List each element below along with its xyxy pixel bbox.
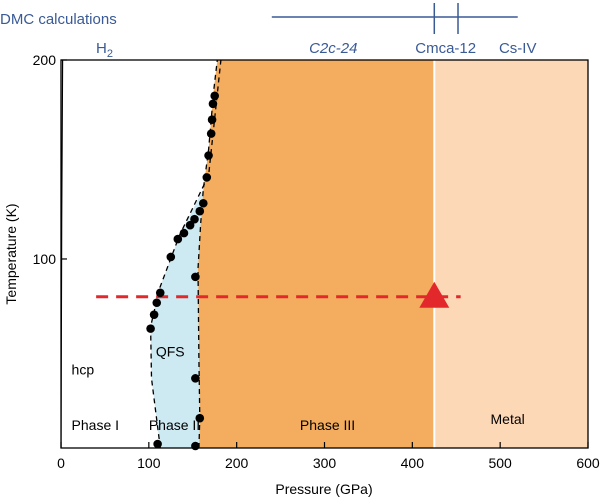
metal-region (434, 60, 588, 448)
x-tick-label-3: 300 (313, 455, 337, 471)
data-point-3 (206, 129, 216, 138)
x-tick-label-2: 200 (225, 455, 249, 471)
red-triangle-marker (419, 281, 450, 308)
metal-label: Metal (491, 411, 525, 427)
data-point-8 (190, 214, 199, 224)
x-axis-ticks: 0 100 200 300 400 500 600 (57, 442, 600, 471)
data-points (146, 91, 220, 451)
data-point-5 (202, 173, 212, 182)
cmca-label: Cmca-12 (415, 40, 476, 57)
y-axis-title: Temperature (K) (3, 203, 19, 304)
data-point-11 (173, 234, 183, 244)
data-point-10 (179, 228, 189, 238)
hcp-label: hcp (72, 361, 95, 377)
data-point-9 (185, 220, 195, 230)
phase-i-label: Phase I (72, 417, 119, 433)
phase-ii-iii-boundary (197, 60, 218, 448)
data-point-1 (208, 99, 218, 109)
h2-label: H2 (96, 40, 113, 60)
phase-iii-region (198, 60, 435, 448)
x-tick-label-6: 600 (576, 455, 600, 471)
cs-label: Cs-IV (499, 40, 537, 57)
data-point-4 (204, 151, 213, 160)
data-point-20 (153, 439, 162, 449)
x-axis-title: Pressure (GPa) (275, 481, 372, 497)
data-point-14 (152, 298, 162, 308)
data-point-0 (210, 91, 220, 101)
y-tick-label-0: 100 (33, 251, 57, 267)
h2-label-main: H (96, 40, 107, 57)
data-point-17 (191, 272, 200, 282)
data-point-6 (198, 198, 208, 208)
data-point-12 (166, 252, 176, 262)
phase-ii-label: Phase II (149, 417, 200, 433)
c2c-label: C2c-24 (309, 40, 357, 57)
data-point-13 (155, 288, 165, 298)
data-point-18 (191, 374, 200, 383)
y-axis-ticks: 100 200 (33, 52, 67, 267)
data-point-7 (195, 206, 205, 216)
data-point-16 (146, 324, 155, 333)
dmc-title: DMC calculations (0, 11, 117, 28)
qfs-region (150, 189, 204, 448)
phase-iii-label: Phase III (300, 417, 355, 433)
x-tick-label-5: 500 (488, 455, 512, 471)
data-point-15 (149, 310, 159, 319)
h2-label-subscript: 2 (107, 48, 113, 60)
data-point-19 (195, 413, 205, 423)
y-tick-label-1: 200 (33, 52, 57, 68)
x-tick-label-0: 0 (57, 455, 65, 471)
data-point-21 (191, 441, 200, 451)
qfs-label: QFS (156, 343, 185, 359)
x-tick-label-1: 100 (137, 455, 161, 471)
x-tick-label-4: 400 (401, 455, 425, 471)
data-point-2 (207, 115, 217, 124)
